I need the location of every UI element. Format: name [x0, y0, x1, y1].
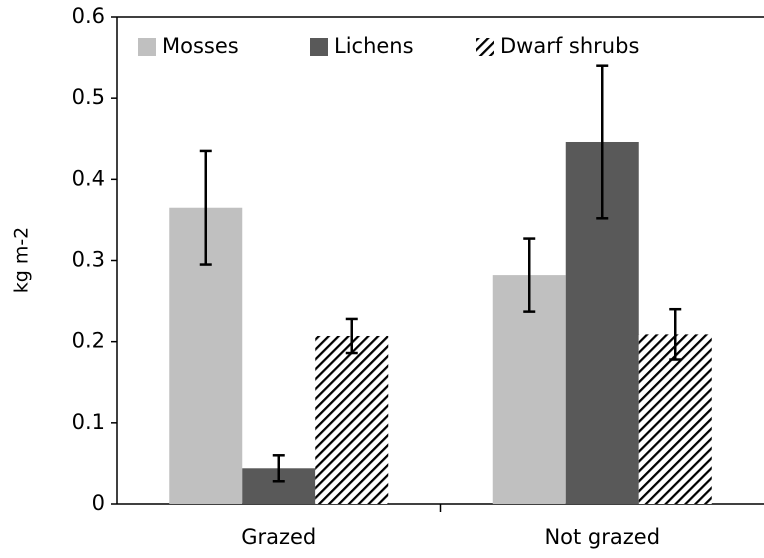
- bar: [315, 335, 389, 504]
- legend-swatch: [476, 38, 494, 56]
- y-tick-label: 0.1: [72, 410, 105, 434]
- error-bar: [523, 237, 536, 313]
- legend-swatch: [310, 38, 328, 56]
- y-tick-label: 0.6: [72, 4, 105, 28]
- legend-label: Mosses: [162, 34, 239, 58]
- error-bar: [669, 307, 682, 361]
- y-tick-label: 0.5: [72, 85, 105, 109]
- error-bar: [345, 317, 358, 355]
- error-bar: [596, 64, 609, 220]
- legend-swatch: [138, 38, 156, 56]
- y-tick-label: 0.3: [72, 248, 105, 272]
- bar: [492, 275, 566, 504]
- error-bar: [199, 149, 212, 266]
- y-tick-label: 0: [92, 491, 105, 515]
- legend-label: Dwarf shrubs: [500, 34, 639, 58]
- y-axis-label: kg m-2: [11, 227, 33, 294]
- y-tick-label: 0.4: [72, 166, 105, 190]
- x-tick-label: Not grazed: [544, 525, 660, 549]
- x-tick-label: Grazed: [241, 525, 316, 549]
- error-bar: [272, 454, 285, 483]
- y-tick-label: 0.2: [72, 329, 105, 353]
- bar: [638, 334, 712, 504]
- legend-label: Lichens: [334, 34, 414, 58]
